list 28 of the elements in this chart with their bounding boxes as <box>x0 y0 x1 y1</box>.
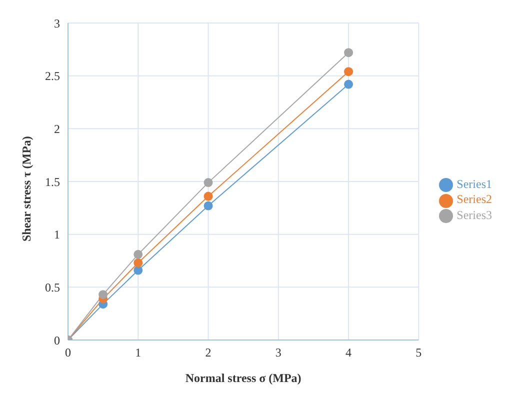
y-tick-label: 3 <box>54 16 60 30</box>
y-axis-title: Shear stress τ (MPa) <box>19 136 34 242</box>
point <box>344 80 354 89</box>
point <box>204 192 213 201</box>
y-tick-label: 0 <box>54 333 60 348</box>
point <box>344 67 354 76</box>
x-tick-label: 4 <box>346 346 352 360</box>
legend-label: Series2 <box>456 192 492 206</box>
y-tick-label: 0.5 <box>45 280 60 294</box>
y-tick-label: 2.5 <box>45 69 60 84</box>
point <box>204 201 213 210</box>
point <box>134 250 143 259</box>
point <box>344 48 354 58</box>
x-tick-label: 5 <box>416 346 422 360</box>
point <box>134 266 143 275</box>
x-tick-label: 3 <box>275 346 282 360</box>
x-axis-title: Normal stress σ (MPa) <box>185 371 302 385</box>
x-tick-label: 0 <box>65 346 71 360</box>
point <box>204 178 213 188</box>
y-tick-label: 1.5 <box>45 174 60 189</box>
y-tick-label: 2 <box>54 122 60 136</box>
point <box>98 290 108 300</box>
x-tick-label: 2 <box>205 346 212 360</box>
point <box>134 258 143 268</box>
x-tick-label: 1 <box>135 346 142 360</box>
legend-label: Series3 <box>456 208 492 222</box>
y-tick-label: 1 <box>54 228 60 242</box>
legend-label: Series1 <box>456 177 492 192</box>
